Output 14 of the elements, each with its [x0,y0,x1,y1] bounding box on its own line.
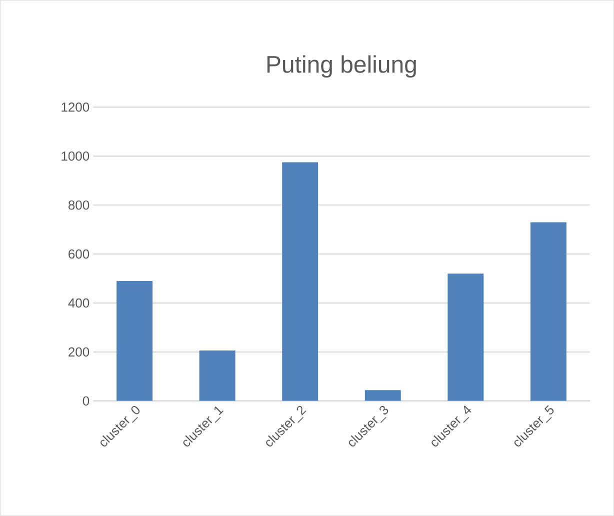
bar [199,350,236,401]
bar [282,162,318,401]
bar [364,390,401,401]
bar [448,274,484,401]
y-tick-label: 1200 [62,102,90,112]
y-tick-label: 400 [68,298,90,308]
y-tick-label: 600 [68,249,90,259]
bar [530,222,566,401]
chart-title: Puting beliung [267,55,416,78]
y-tick-label: 1000 [62,151,90,161]
y-tick-label: 200 [68,347,90,357]
y-tick-label: 800 [68,200,90,210]
bar [116,280,153,401]
y-tick-label: 0 [82,396,90,406]
